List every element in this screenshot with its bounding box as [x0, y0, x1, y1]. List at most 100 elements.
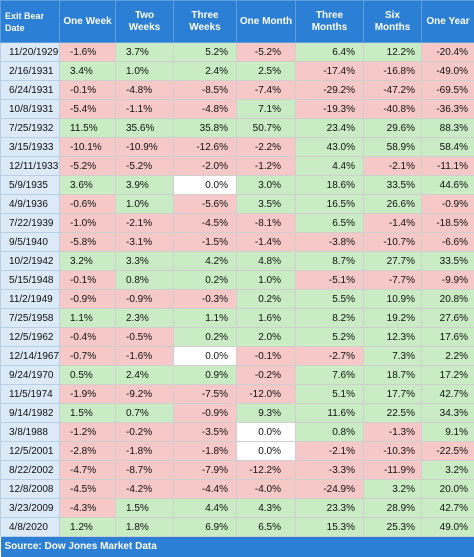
return-cell: 22.5%: [364, 404, 422, 423]
return-cell: 2.4%: [116, 366, 174, 385]
return-cell: -1.4%: [364, 214, 422, 233]
table-row: 12/11/1933-5.2%-5.2%-2.0%-1.2%4.4%-2.1%-…: [1, 157, 474, 176]
return-cell: 3.3%: [116, 252, 174, 271]
return-cell: -40.8%: [364, 100, 422, 119]
return-cell: -0.9%: [422, 195, 474, 214]
return-cell: 58.4%: [422, 138, 474, 157]
exit-date-cell: 7/25/1932: [1, 119, 60, 138]
table-row: 6/24/1931-0.1%-4.8%-8.5%-7.4%-29.2%-47.2…: [1, 81, 474, 100]
table-row: 5/15/1948-0.1%0.8%0.2%1.0%-5.1%-7.7%-9.9…: [1, 271, 474, 290]
return-cell: -2.2%: [237, 138, 296, 157]
return-cell: -4.2%: [116, 480, 174, 499]
return-cell: -10.9%: [116, 138, 174, 157]
return-cell: -20.4%: [422, 43, 474, 62]
table-row: 12/14/1967-0.7%-1.6%0.0%-0.1%-2.7%7.3%2.…: [1, 347, 474, 366]
return-cell: 50.7%: [237, 119, 296, 138]
return-cell: 0.5%: [60, 366, 116, 385]
return-cell: 0.0%: [237, 423, 296, 442]
return-cell: 5.1%: [296, 385, 364, 404]
return-cell: 26.6%: [364, 195, 422, 214]
return-cell: 0.2%: [237, 290, 296, 309]
exit-date-cell: 12/5/2001: [1, 442, 60, 461]
table-row: 11/20/1929-1.6%3.7%5.2%-5.2%6.4%12.2%-20…: [1, 43, 474, 62]
return-cell: 3.9%: [116, 176, 174, 195]
return-cell: 23.3%: [296, 499, 364, 518]
return-cell: 4.4%: [174, 499, 237, 518]
return-cell: -10.3%: [364, 442, 422, 461]
return-cell: -5.2%: [60, 157, 116, 176]
return-cell: 4.2%: [174, 252, 237, 271]
return-cell: -0.1%: [60, 81, 116, 100]
exit-date-cell: 12/5/1962: [1, 328, 60, 347]
return-cell: 7.6%: [296, 366, 364, 385]
return-cell: -0.9%: [116, 290, 174, 309]
header-one-week: One Week: [60, 1, 116, 43]
header-exit-bear-date: Exit Bear Date: [1, 1, 60, 43]
exit-date-cell: 5/9/1935: [1, 176, 60, 195]
return-cell: 49.0%: [422, 518, 474, 537]
return-cell: -17.4%: [296, 62, 364, 81]
return-cell: 10.9%: [364, 290, 422, 309]
return-cell: 3.0%: [237, 176, 296, 195]
return-cell: -7.4%: [237, 81, 296, 100]
exit-date-cell: 2/16/1931: [1, 62, 60, 81]
return-cell: -2.1%: [296, 442, 364, 461]
exit-date-cell: 8/22/2002: [1, 461, 60, 480]
return-cell: -4.5%: [174, 214, 237, 233]
return-cell: 4.8%: [237, 252, 296, 271]
return-cell: 33.5%: [422, 252, 474, 271]
return-cell: -49.0%: [422, 62, 474, 81]
return-cell: -4.7%: [60, 461, 116, 480]
return-cell: 25.3%: [364, 518, 422, 537]
return-cell: 1.0%: [116, 62, 174, 81]
return-cell: 17.7%: [364, 385, 422, 404]
return-cell: -4.4%: [174, 480, 237, 499]
return-cell: 0.8%: [116, 271, 174, 290]
return-cell: 0.0%: [174, 176, 237, 195]
return-cell: -5.6%: [174, 195, 237, 214]
return-cell: 16.5%: [296, 195, 364, 214]
table-row: 11/2/1949-0.9%-0.9%-0.3%0.2%5.5%10.9%20.…: [1, 290, 474, 309]
return-cell: 0.2%: [174, 271, 237, 290]
table-row: 8/22/2002-4.7%-8.7%-7.9%-12.2%-3.3%-11.9…: [1, 461, 474, 480]
return-cell: 0.0%: [237, 442, 296, 461]
header-one-month: One Month: [237, 1, 296, 43]
header-three-months: Three Months: [296, 1, 364, 43]
return-cell: -9.2%: [116, 385, 174, 404]
return-cell: 4.4%: [296, 157, 364, 176]
return-cell: -19.3%: [296, 100, 364, 119]
header-two-weeks: Two Weeks: [116, 1, 174, 43]
return-cell: 28.9%: [364, 499, 422, 518]
return-cell: -11.9%: [364, 461, 422, 480]
return-cell: -1.6%: [116, 347, 174, 366]
return-cell: -4.0%: [237, 480, 296, 499]
table-body: 11/20/1929-1.6%3.7%5.2%-5.2%6.4%12.2%-20…: [1, 43, 474, 537]
return-cell: -0.7%: [60, 347, 116, 366]
return-cell: -8.7%: [116, 461, 174, 480]
exit-date-cell: 6/24/1931: [1, 81, 60, 100]
return-cell: 1.1%: [174, 309, 237, 328]
return-cell: -0.4%: [60, 328, 116, 347]
return-cell: -1.8%: [116, 442, 174, 461]
return-cell: -1.2%: [60, 423, 116, 442]
return-cell: 1.1%: [60, 309, 116, 328]
return-cell: -1.4%: [237, 233, 296, 252]
return-cell: 42.7%: [422, 499, 474, 518]
exit-date-cell: 12/8/2008: [1, 480, 60, 499]
return-cell: 3.7%: [116, 43, 174, 62]
table-footer: Source: Dow Jones Market Data: [1, 537, 474, 557]
return-cell: 1.0%: [116, 195, 174, 214]
return-cell: -69.5%: [422, 81, 474, 100]
return-cell: 11.6%: [296, 404, 364, 423]
return-cell: 4.3%: [237, 499, 296, 518]
return-cell: 2.5%: [237, 62, 296, 81]
return-cell: 1.6%: [237, 309, 296, 328]
return-cell: -1.5%: [174, 233, 237, 252]
table-row: 10/8/1931-5.4%-1.1%-4.8%7.1%-19.3%-40.8%…: [1, 100, 474, 119]
return-cell: 3.5%: [237, 195, 296, 214]
